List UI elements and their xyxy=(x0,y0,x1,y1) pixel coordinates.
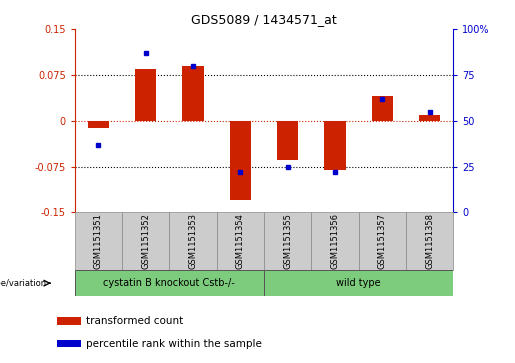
Bar xyxy=(88,121,109,128)
FancyBboxPatch shape xyxy=(406,212,453,270)
Text: GSM1151357: GSM1151357 xyxy=(377,213,387,269)
Text: cystatin B knockout Cstb-/-: cystatin B knockout Cstb-/- xyxy=(104,278,235,288)
Text: GSM1151355: GSM1151355 xyxy=(283,213,292,269)
Text: GSM1151353: GSM1151353 xyxy=(188,213,197,269)
Text: percentile rank within the sample: percentile rank within the sample xyxy=(86,339,262,349)
FancyBboxPatch shape xyxy=(122,212,169,270)
Text: wild type: wild type xyxy=(336,278,381,288)
Bar xyxy=(277,121,298,160)
Text: GSM1151356: GSM1151356 xyxy=(331,213,339,269)
FancyBboxPatch shape xyxy=(169,212,217,270)
Bar xyxy=(57,317,81,325)
Bar xyxy=(419,115,440,121)
Text: GSM1151358: GSM1151358 xyxy=(425,213,434,269)
Text: GSM1151352: GSM1151352 xyxy=(141,213,150,269)
FancyBboxPatch shape xyxy=(311,212,358,270)
Bar xyxy=(372,96,393,121)
FancyBboxPatch shape xyxy=(264,212,311,270)
Bar xyxy=(57,340,81,347)
Text: transformed count: transformed count xyxy=(86,316,183,326)
Text: genotype/variation: genotype/variation xyxy=(0,279,46,287)
FancyBboxPatch shape xyxy=(75,212,122,270)
Bar xyxy=(230,121,251,200)
Bar xyxy=(135,69,156,121)
Bar xyxy=(182,66,203,121)
Text: GSM1151351: GSM1151351 xyxy=(94,213,103,269)
Text: GSM1151354: GSM1151354 xyxy=(236,213,245,269)
FancyBboxPatch shape xyxy=(358,212,406,270)
FancyBboxPatch shape xyxy=(75,270,264,296)
Bar xyxy=(324,121,346,170)
Title: GDS5089 / 1434571_at: GDS5089 / 1434571_at xyxy=(191,13,337,26)
FancyBboxPatch shape xyxy=(217,212,264,270)
FancyBboxPatch shape xyxy=(264,270,453,296)
